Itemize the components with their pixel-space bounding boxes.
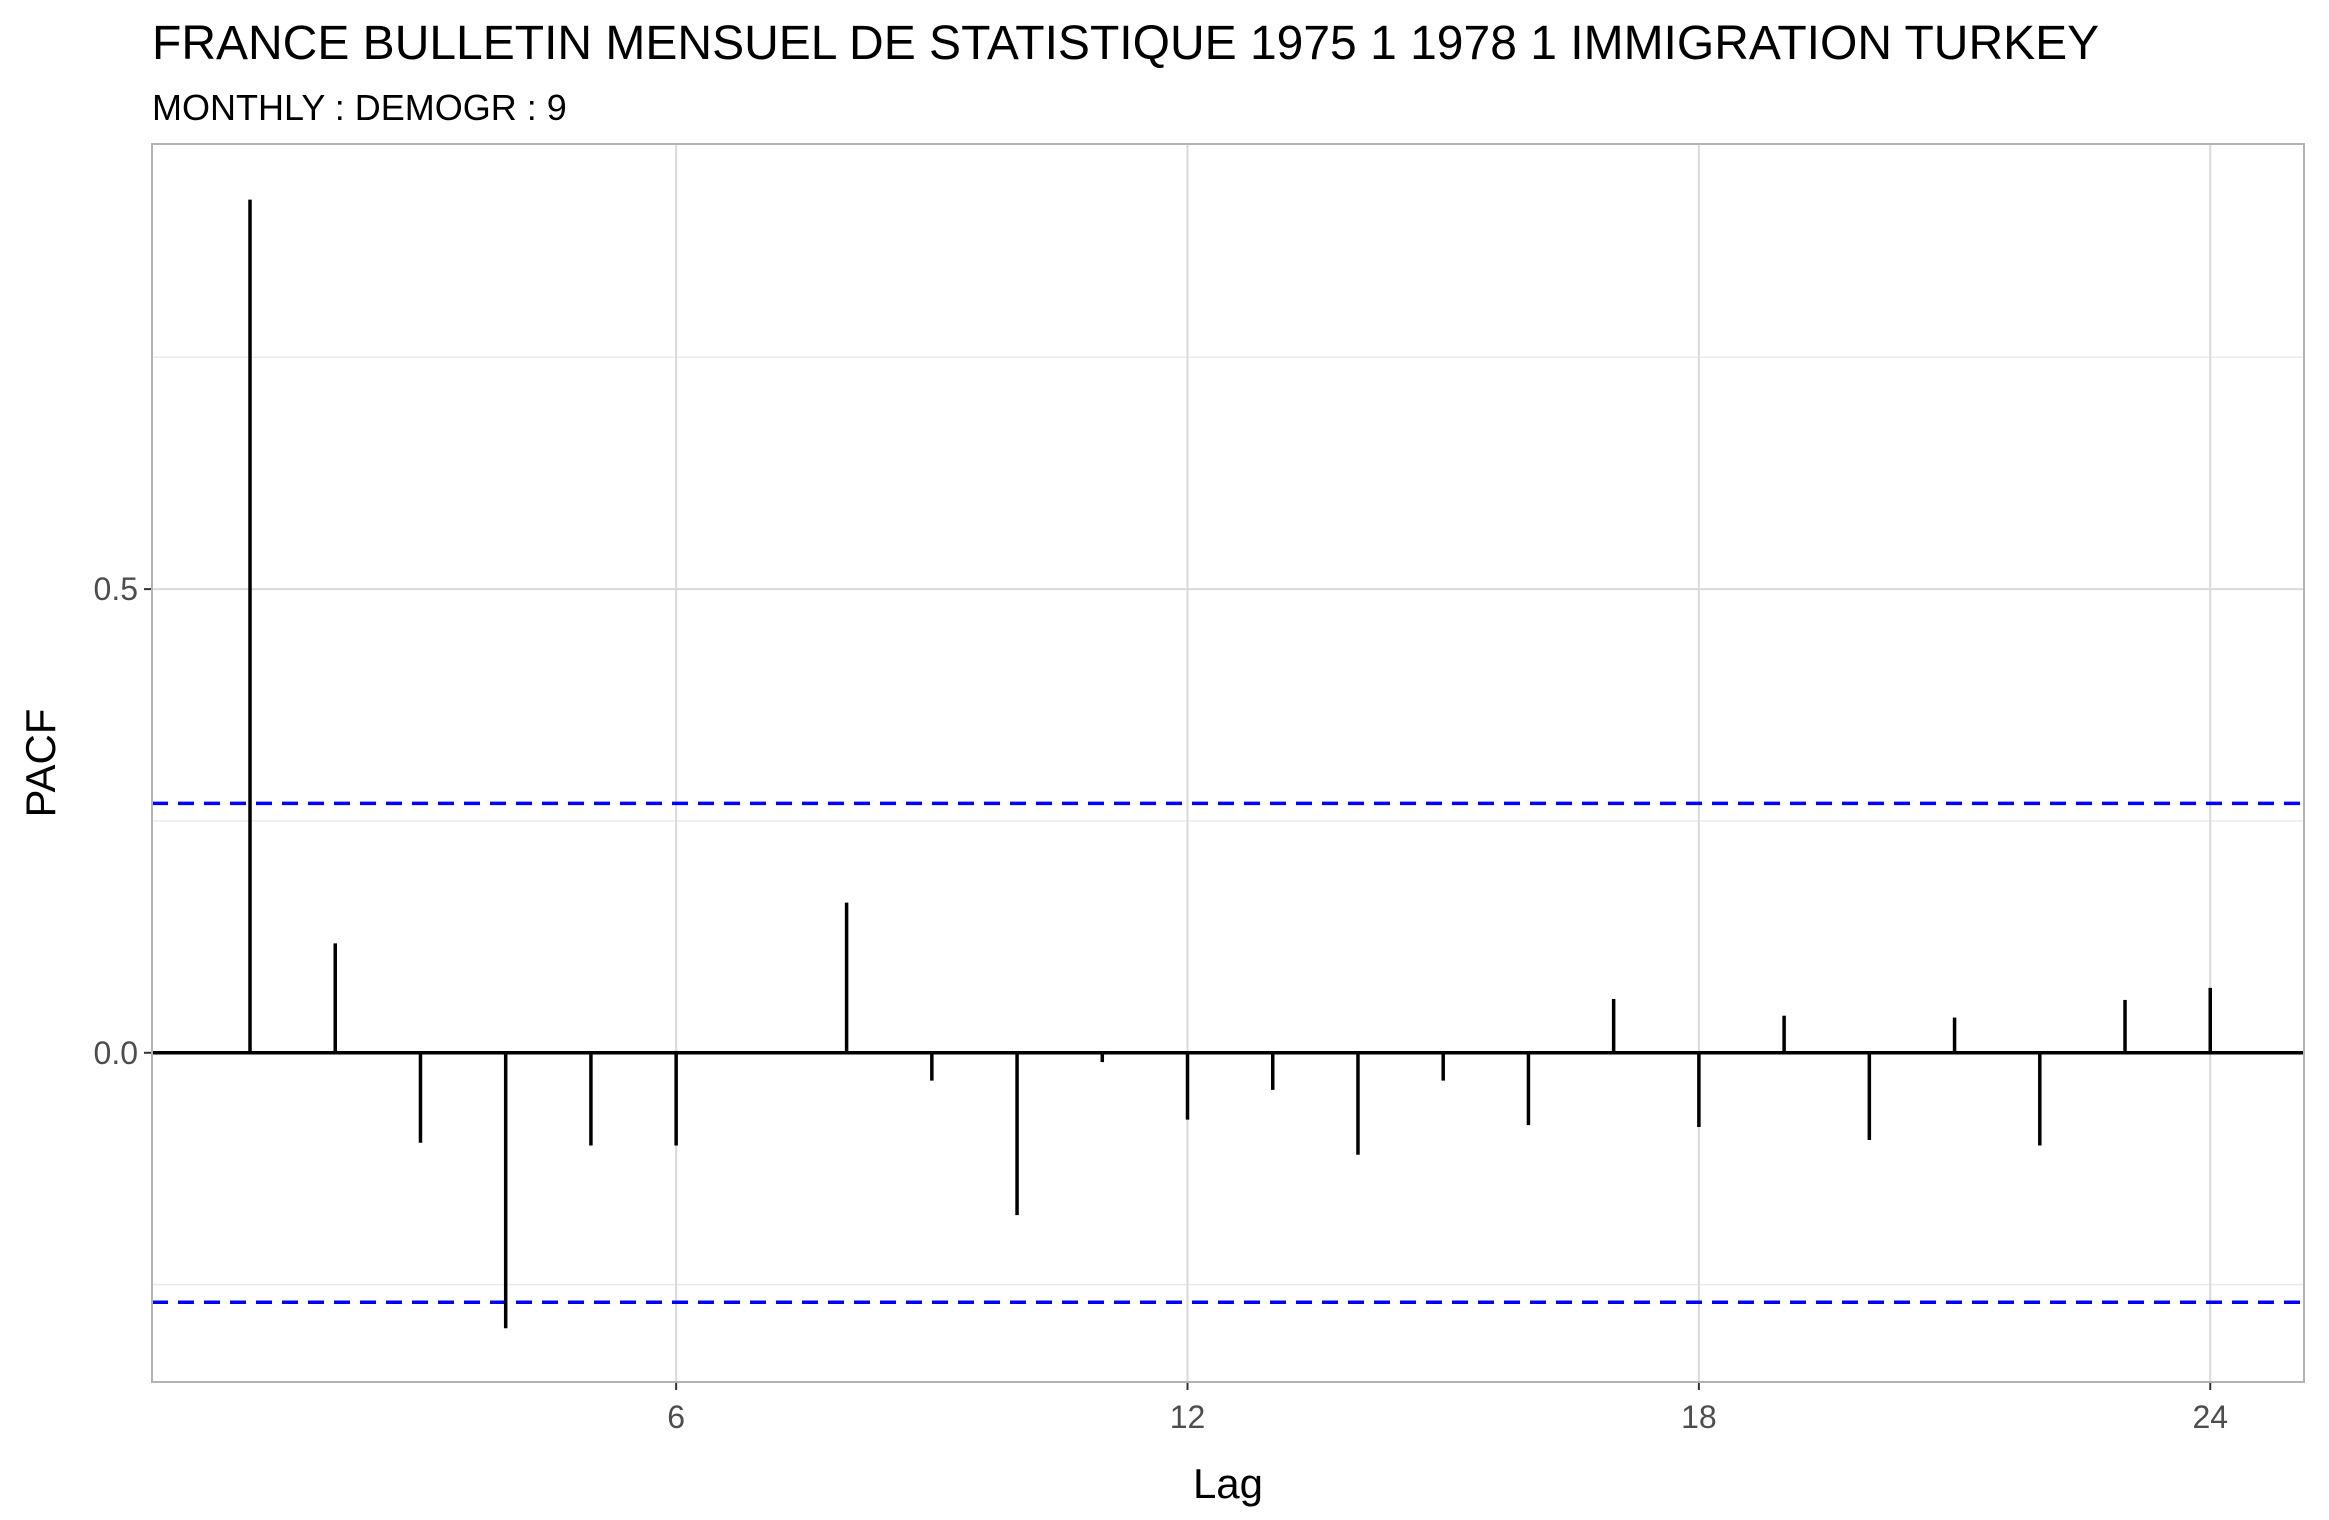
axis-ticks: 0.0 0.5 6 12 18 24 (94, 571, 2229, 1435)
y-tick-label: 0.5 (94, 571, 138, 607)
x-tick-label: 6 (667, 1399, 685, 1435)
grid-layer (152, 144, 2304, 1382)
y-tick-label: 0.0 (94, 1035, 138, 1071)
confidence-bounds (152, 801, 2304, 1304)
y-axis-title: PACF (17, 709, 64, 818)
x-tick-label: 24 (2192, 1399, 2228, 1435)
chart-subtitle: MONTHLY : DEMOGR : 9 (152, 87, 567, 128)
chart-title: FRANCE BULLETIN MENSUEL DE STATISTIQUE 1… (152, 17, 2100, 70)
x-tick-label: 12 (1170, 1399, 1206, 1435)
x-tick-label: 18 (1681, 1399, 1717, 1435)
x-axis-title: Lag (1193, 1460, 1263, 1507)
panel-border (151, 143, 2305, 1383)
pacf-bars (152, 199, 2304, 1329)
